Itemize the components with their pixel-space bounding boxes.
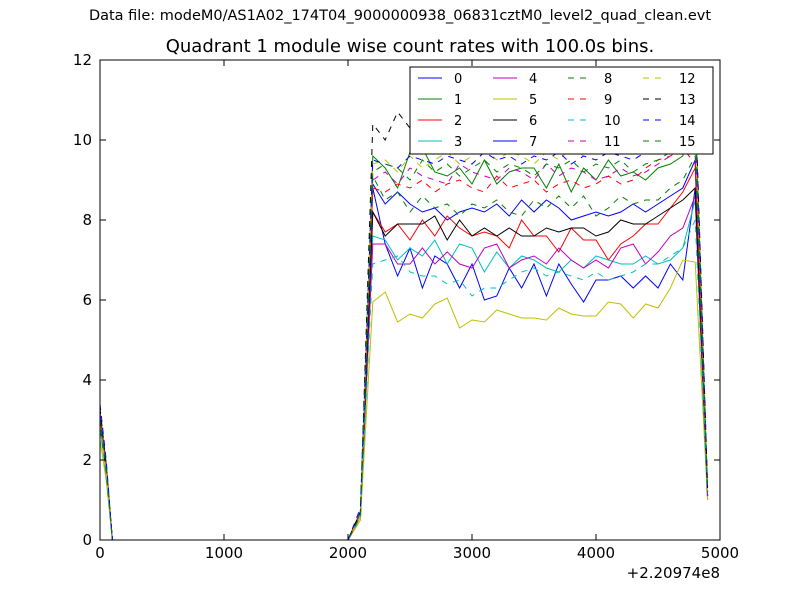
legend-label-1: 1 (454, 93, 462, 108)
legend-label-11: 11 (604, 135, 621, 150)
series-line-4 (99, 195, 709, 541)
series-line-2 (99, 166, 709, 541)
series-line-13 (99, 90, 709, 541)
legend-label-14: 14 (679, 114, 696, 129)
x-tick-label: 2000 (329, 544, 367, 562)
series-line-9 (99, 147, 709, 541)
x-tick-label: 0 (95, 544, 105, 562)
series-line-12 (99, 114, 709, 541)
y-tick-label: 10 (73, 131, 92, 149)
series-layer (99, 90, 709, 541)
series-line-6 (99, 186, 709, 541)
legend-label-5: 5 (529, 93, 537, 108)
series-line-7 (99, 159, 709, 541)
legend-label-12: 12 (679, 72, 696, 87)
y-tick-label: 8 (82, 211, 92, 229)
legend-label-4: 4 (529, 72, 537, 87)
x-tick-label: 3000 (453, 544, 491, 562)
legend-label-7: 7 (529, 135, 537, 150)
y-tick-label: 4 (82, 371, 92, 389)
legend-label-9: 9 (604, 93, 612, 108)
legend-label-8: 8 (604, 72, 612, 87)
series-line-0 (99, 187, 709, 541)
legend-label-13: 13 (679, 93, 696, 108)
legend-label-2: 2 (454, 114, 462, 129)
legend-label-6: 6 (529, 114, 537, 129)
series-line-5 (99, 259, 709, 541)
y-tick-label: 0 (82, 531, 92, 549)
series-line-3 (99, 199, 709, 541)
y-tick-label: 2 (82, 451, 92, 469)
supertitle: Data file: modeM0/AS1A02_174T04_90000009… (88, 8, 712, 24)
legend-box (409, 66, 714, 155)
chart-title: Quadrant 1 module wise count rates with … (165, 36, 655, 57)
series-line-8 (99, 154, 709, 541)
series-line-14 (99, 98, 709, 541)
series-line-11 (99, 135, 709, 541)
series-line-1 (99, 103, 709, 541)
y-tick-label: 6 (82, 291, 92, 309)
legend-label-10: 10 (604, 114, 621, 129)
x-tick-label: 5000 (701, 544, 739, 562)
x-offset-label: +2.20974e8 (627, 564, 720, 582)
legend-label-15: 15 (679, 135, 696, 150)
legend-label-3: 3 (454, 135, 462, 150)
x-tick-label: 4000 (577, 544, 615, 562)
legend-label-0: 0 (454, 72, 462, 87)
x-tick-label: 1000 (205, 544, 243, 562)
series-line-15 (99, 118, 709, 541)
series-line-10 (99, 219, 709, 541)
y-tick-label: 12 (73, 51, 92, 69)
